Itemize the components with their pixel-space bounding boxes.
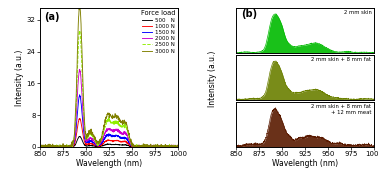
2500 N — [121, 124, 126, 126]
1500 N — [38, 146, 42, 148]
1500 N — [37, 146, 42, 148]
3000 N — [176, 144, 180, 146]
2000 N — [176, 145, 180, 148]
Legend: 500   N, 1000 N, 1500 N, 2000 N, 2500 N, 3000 N: 500 N, 1000 N, 1500 N, 2000 N, 2500 N, 3… — [140, 9, 177, 55]
500   N — [37, 146, 42, 148]
2500 N — [156, 144, 161, 147]
1500 N — [46, 146, 51, 148]
1000 N — [156, 146, 161, 148]
2500 N — [176, 145, 180, 147]
2000 N — [126, 136, 130, 139]
2500 N — [118, 124, 122, 126]
1500 N — [126, 139, 130, 141]
Text: (b): (b) — [242, 9, 258, 19]
3000 N — [122, 120, 126, 122]
1500 N — [122, 136, 126, 138]
3000 N — [77, 4, 82, 6]
X-axis label: Wavelength (nm): Wavelength (nm) — [76, 159, 142, 168]
1000 N — [121, 141, 126, 143]
3000 N — [37, 146, 42, 148]
500   N — [78, 135, 82, 138]
Line: 1500 N: 1500 N — [40, 95, 178, 147]
1500 N — [118, 136, 122, 138]
2500 N — [77, 30, 82, 32]
X-axis label: Wavelength (nm): Wavelength (nm) — [272, 159, 338, 168]
500   N — [143, 146, 147, 148]
2000 N — [38, 146, 43, 148]
1000 N — [125, 143, 130, 145]
3000 N — [37, 144, 42, 147]
3000 N — [143, 146, 147, 148]
Text: 2 mm skin + 8 mm fat
+ 12 mm meat: 2 mm skin + 8 mm fat + 12 mm meat — [311, 104, 372, 115]
Line: 3000 N: 3000 N — [40, 5, 178, 147]
3000 N — [126, 130, 130, 132]
Text: 2 mm skin + 8 mm fat: 2 mm skin + 8 mm fat — [311, 57, 372, 62]
500   N — [156, 146, 161, 148]
500   N — [176, 146, 180, 148]
1500 N — [157, 146, 161, 148]
2000 N — [46, 146, 51, 148]
2000 N — [77, 68, 82, 71]
500   N — [121, 144, 126, 146]
3000 N — [118, 120, 122, 123]
Line: 2000 N: 2000 N — [40, 69, 178, 147]
3000 N — [46, 146, 51, 148]
Text: Intensity (a.u.): Intensity (a.u.) — [208, 51, 217, 107]
500   N — [125, 145, 130, 147]
1000 N — [143, 145, 147, 148]
2500 N — [37, 146, 42, 148]
3000 N — [157, 146, 161, 148]
1500 N — [143, 145, 147, 147]
2000 N — [157, 145, 161, 147]
Text: 2 mm skin: 2 mm skin — [344, 10, 372, 15]
1000 N — [46, 146, 50, 148]
1000 N — [37, 146, 42, 148]
2000 N — [122, 130, 126, 133]
2500 N — [125, 132, 130, 134]
500   N — [118, 144, 122, 146]
1000 N — [77, 118, 82, 120]
Line: 2500 N: 2500 N — [40, 31, 178, 147]
Line: 1000 N: 1000 N — [40, 119, 178, 147]
1500 N — [176, 145, 180, 147]
Text: (a): (a) — [44, 12, 59, 22]
Line: 500   N: 500 N — [40, 136, 178, 147]
2000 N — [118, 132, 122, 134]
1000 N — [118, 141, 122, 143]
1000 N — [176, 145, 180, 147]
Y-axis label: Intensity (a.u.): Intensity (a.u.) — [15, 49, 24, 106]
2000 N — [37, 145, 42, 147]
1500 N — [77, 94, 82, 96]
500   N — [46, 145, 50, 148]
2500 N — [46, 146, 50, 148]
2000 N — [143, 146, 147, 148]
2500 N — [143, 146, 147, 148]
